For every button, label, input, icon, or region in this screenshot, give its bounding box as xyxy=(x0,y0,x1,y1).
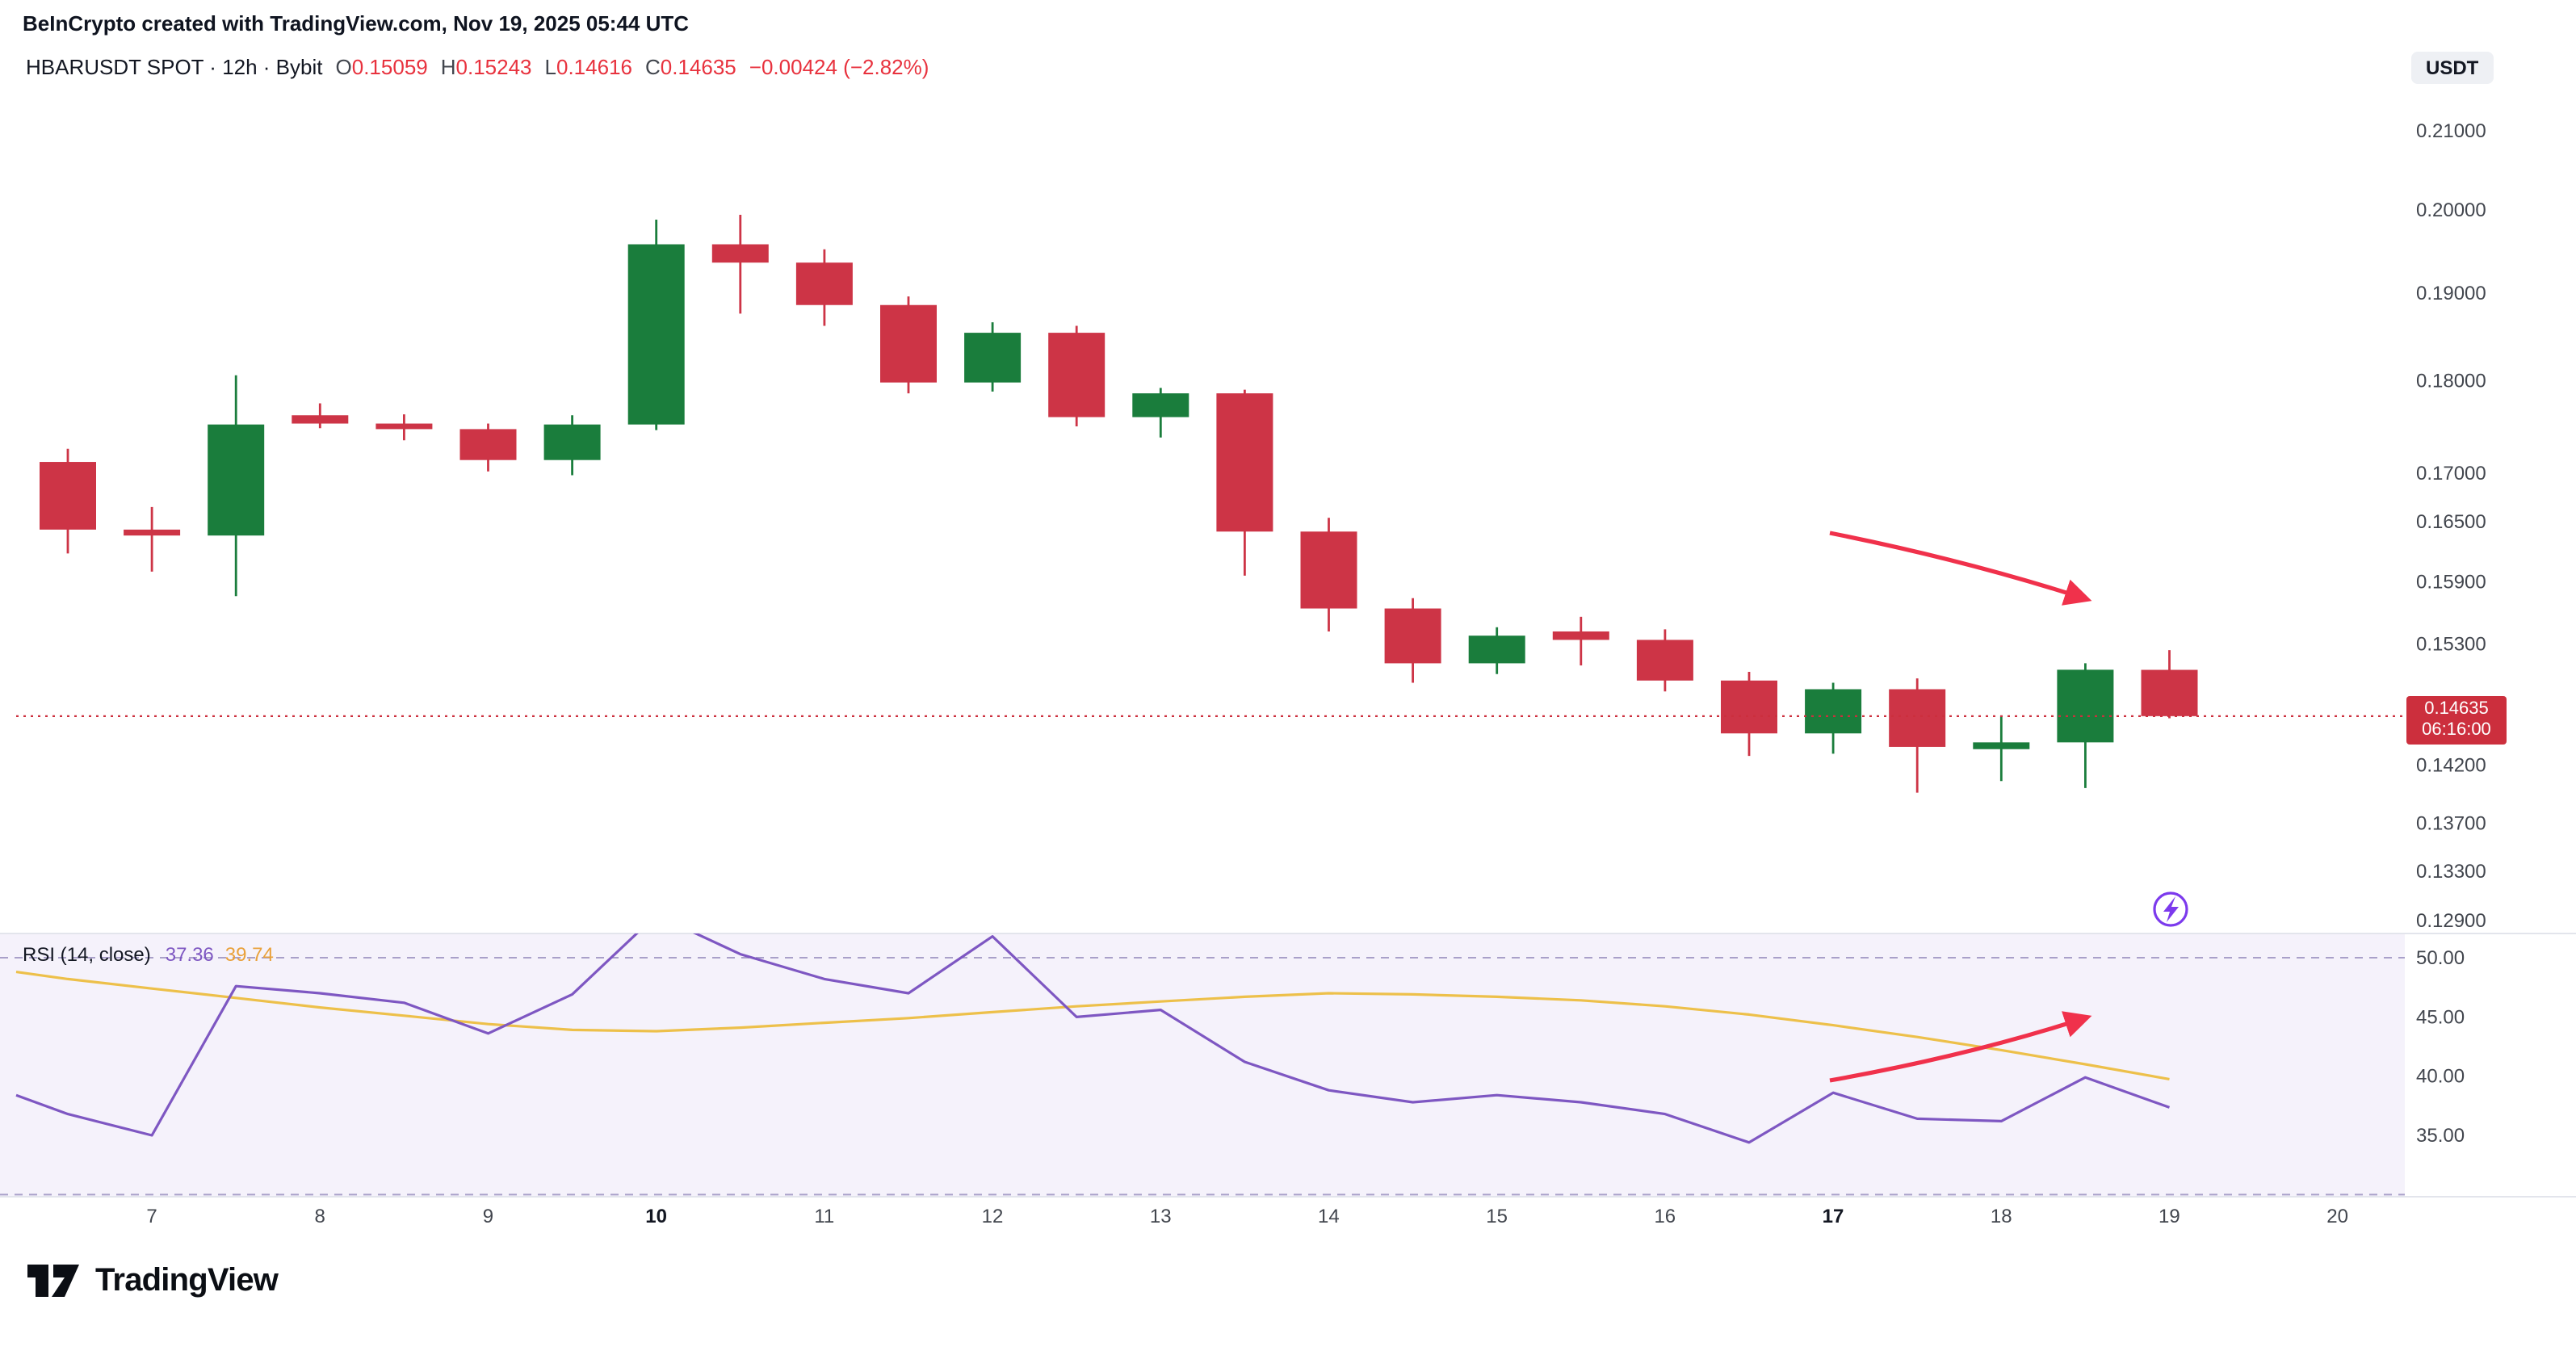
symbol-title[interactable]: HBARUSDT SPOT · 12h · Bybit xyxy=(26,55,323,79)
candle-body xyxy=(1721,680,1777,734)
time-axis-label: 17 xyxy=(1823,1206,1844,1227)
price-axis-label: 0.15300 xyxy=(2416,634,2486,656)
price-axis-label: 0.15900 xyxy=(2416,571,2486,593)
time-axis-label: 9 xyxy=(483,1206,493,1227)
price-axis-label: 0.19000 xyxy=(2416,283,2486,304)
time-axis-label: 20 xyxy=(2326,1206,2348,1227)
time-axis-label: 12 xyxy=(982,1206,1004,1227)
candle-body xyxy=(292,415,349,424)
candle-body xyxy=(2141,669,2198,716)
last-price-badge: 0.14635 06:16:00 xyxy=(2406,696,2507,745)
price-axis-label: 0.16500 xyxy=(2416,511,2486,533)
candle-body xyxy=(1552,631,1609,640)
rsi-axis-label: 45.00 xyxy=(2416,1006,2465,1028)
price-change: −0.00424 (−2.82%) xyxy=(749,55,929,79)
last-price-value: 0.14635 xyxy=(2424,699,2489,719)
candle-body xyxy=(1216,393,1273,532)
attribution-text: BeInCrypto created with TradingView.com,… xyxy=(23,11,690,36)
time-axis-label: 16 xyxy=(1654,1206,1676,1227)
candle-body xyxy=(880,304,937,383)
currency-toggle-button[interactable]: USDT xyxy=(2411,52,2494,84)
time-axis-label: 13 xyxy=(1150,1206,1172,1227)
price-axis-label: 0.13700 xyxy=(2416,812,2486,834)
time-axis-label: 7 xyxy=(146,1206,157,1227)
candle-body xyxy=(124,529,181,536)
candle-body xyxy=(40,462,96,530)
candle-body xyxy=(543,424,601,460)
time-axis-label: 15 xyxy=(1486,1206,1508,1227)
candle-body xyxy=(1384,608,1441,664)
tradingview-logo-icon xyxy=(27,1265,79,1297)
time-axis-label: 11 xyxy=(814,1206,834,1227)
rsi-ma-value: 39.74 xyxy=(224,943,274,966)
rsi-title[interactable]: RSI (14, close) xyxy=(23,943,151,966)
candle-body xyxy=(1048,333,1105,417)
rsi-panel-bg xyxy=(0,933,2405,1197)
price-axis-label: 0.21000 xyxy=(2416,120,2486,142)
price-axis-label: 0.12900 xyxy=(2416,910,2486,932)
price-axis-label: 0.14200 xyxy=(2416,754,2486,776)
price-arrow-annotation xyxy=(1829,531,2092,606)
candle-body xyxy=(627,244,685,425)
candle-body xyxy=(2057,669,2114,743)
candle-body xyxy=(459,429,517,460)
rsi-axis-label: 35.00 xyxy=(2416,1125,2465,1147)
time-axis-label: 14 xyxy=(1318,1206,1340,1227)
ohlc-values: O0.15059 H0.15243 L0.14616 C0.14635 −0.00424… xyxy=(335,55,929,79)
candle-body xyxy=(208,424,265,536)
candle-body xyxy=(964,333,1022,383)
candle-body xyxy=(375,423,433,430)
rsi-legend: RSI (14, close) 37.36 39.74 xyxy=(23,943,274,966)
bar-countdown: 06:16:00 xyxy=(2422,720,2491,740)
price-axis-label: 0.13300 xyxy=(2416,861,2486,883)
price-axis-label: 0.18000 xyxy=(2416,370,2486,392)
candle-body xyxy=(1468,636,1525,664)
candle-body xyxy=(1636,640,1693,681)
rsi-arrow-annotation xyxy=(1829,1011,2092,1083)
rsi-line xyxy=(15,933,2171,1144)
time-axis-label: 18 xyxy=(1991,1206,2012,1227)
candles-layer xyxy=(40,214,2198,793)
time-axis-label: 10 xyxy=(645,1206,667,1227)
candle-body xyxy=(711,244,769,263)
tradingview-logo-link[interactable]: TradingView xyxy=(26,1260,279,1302)
tradingview-logo-text: TradingView xyxy=(95,1262,279,1298)
rsi-ma-line xyxy=(15,971,2170,1080)
candle-body xyxy=(1132,393,1189,417)
time-axis-label: 19 xyxy=(2159,1206,2180,1227)
candle-body xyxy=(1300,531,1357,609)
rsi-axis-label: 40.00 xyxy=(2416,1066,2465,1088)
candle-body xyxy=(1973,742,2030,749)
rsi-axis-label: 50.00 xyxy=(2416,947,2465,969)
time-axis-label: 8 xyxy=(315,1206,325,1227)
candle-body xyxy=(1889,689,1946,747)
price-axis-label: 0.17000 xyxy=(2416,463,2486,485)
rsi-value: 37.36 xyxy=(165,943,214,966)
price-axis-label: 0.20000 xyxy=(2416,199,2486,221)
candle-body xyxy=(1805,689,1862,734)
chart-legend: HBARUSDT SPOT · 12h · Bybit O0.15059 H0.15… xyxy=(26,55,929,79)
candle-body xyxy=(795,262,853,305)
lightning-icon xyxy=(2153,891,2188,927)
